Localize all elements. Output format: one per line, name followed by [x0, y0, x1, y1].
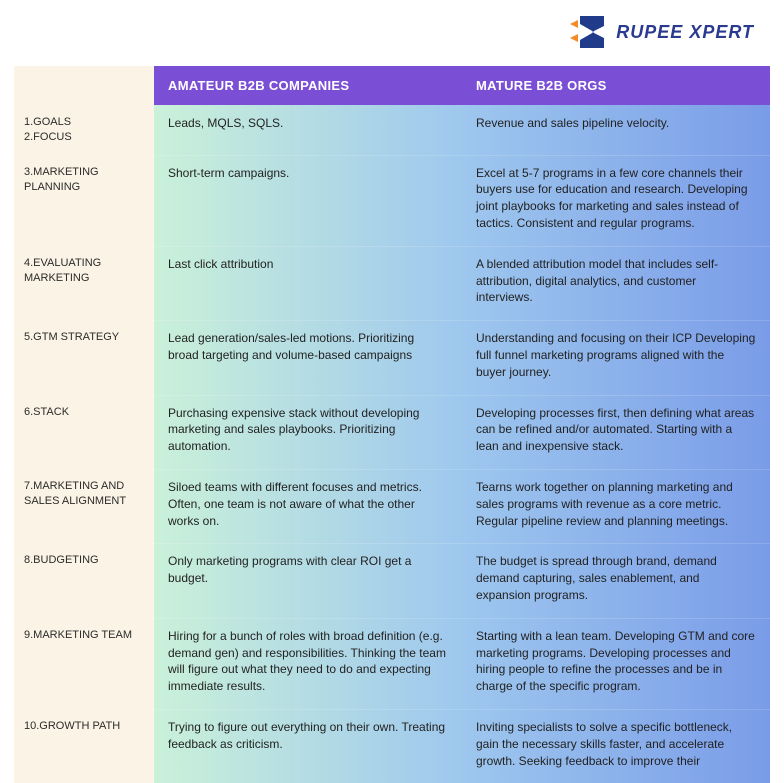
- logo-text: RUPEE XPERT: [616, 22, 754, 43]
- cell-amateur: Siloed teams with different focuses and …: [154, 469, 462, 543]
- brand-logo: RUPEE XPERT: [564, 10, 754, 54]
- header-blank: [14, 66, 154, 105]
- cell-mature: Starting with a lean team. Developing GT…: [462, 618, 770, 709]
- cell-amateur: Lead generation/sales-led motions. Prior…: [154, 320, 462, 394]
- cell-amateur: Last click attribution: [154, 246, 462, 320]
- cell-amateur: Hiring for a bunch of roles with broad d…: [154, 618, 462, 709]
- table-row: 4.EVALUATING MARKETING Last click attrib…: [14, 246, 770, 320]
- table-row: 9.MARKETING TEAM Hiring for a bunch of r…: [14, 618, 770, 709]
- header-amateur: AMATEUR B2B COMPANIES: [154, 66, 462, 105]
- row-label: 10.GROWTH PATH: [14, 709, 154, 783]
- row-label: 5.GTM STRATEGY: [14, 320, 154, 394]
- cell-amateur: Leads, MQLS, SQLS.: [154, 105, 462, 155]
- cell-mature: Tearns work together on planning marketi…: [462, 469, 770, 543]
- row-label: 3.MARKETING PLANNING: [14, 155, 154, 246]
- cell-amateur: Purchasing expensive stack without devel…: [154, 395, 462, 469]
- cell-amateur: Short-term campaigns.: [154, 155, 462, 246]
- cell-mature: Understanding and focusing on their ICP …: [462, 320, 770, 394]
- cell-mature: Developing processes first, then definin…: [462, 395, 770, 469]
- table-row: 10.GROWTH PATH Trying to figure out ever…: [14, 709, 770, 783]
- cell-amateur: Only marketing programs with clear ROI g…: [154, 543, 462, 617]
- table-row: 5.GTM STRATEGY Lead generation/sales-led…: [14, 320, 770, 394]
- row-label: 7.MARKETING AND SALES ALIGNMENT: [14, 469, 154, 543]
- row-label: 1.GOALS 2.FOCUS: [14, 105, 154, 155]
- table-row: 8.BUDGETING Only marketing programs with…: [14, 543, 770, 617]
- cell-mature: Inviting specialists to solve a specific…: [462, 709, 770, 783]
- logo-mark-icon: [564, 10, 608, 54]
- comparison-table: AMATEUR B2B COMPANIES MATURE B2B ORGS 1.…: [14, 66, 770, 783]
- row-label: 9.MARKETING TEAM: [14, 618, 154, 709]
- row-label: 4.EVALUATING MARKETING: [14, 246, 154, 320]
- row-label: 6.STACK: [14, 395, 154, 469]
- table-row: 1.GOALS 2.FOCUS Leads, MQLS, SQLS. Reven…: [14, 105, 770, 155]
- table-row: 7.MARKETING AND SALES ALIGNMENT Siloed t…: [14, 469, 770, 543]
- table-row: 3.MARKETING PLANNING Short-term campaign…: [14, 155, 770, 246]
- cell-mature: A blended attribution model that include…: [462, 246, 770, 320]
- cell-amateur: Trying to figure out everything on their…: [154, 709, 462, 783]
- cell-mature: The budget is spread through brand, dema…: [462, 543, 770, 617]
- cell-mature: Excel at 5-7 programs in a few core chan…: [462, 155, 770, 246]
- cell-mature: Revenue and sales pipeline velocity.: [462, 105, 770, 155]
- header-mature: MATURE B2B ORGS: [462, 66, 770, 105]
- row-label: 8.BUDGETING: [14, 543, 154, 617]
- table-row: 6.STACK Purchasing expensive stack witho…: [14, 395, 770, 469]
- table-header-row: AMATEUR B2B COMPANIES MATURE B2B ORGS: [14, 66, 770, 105]
